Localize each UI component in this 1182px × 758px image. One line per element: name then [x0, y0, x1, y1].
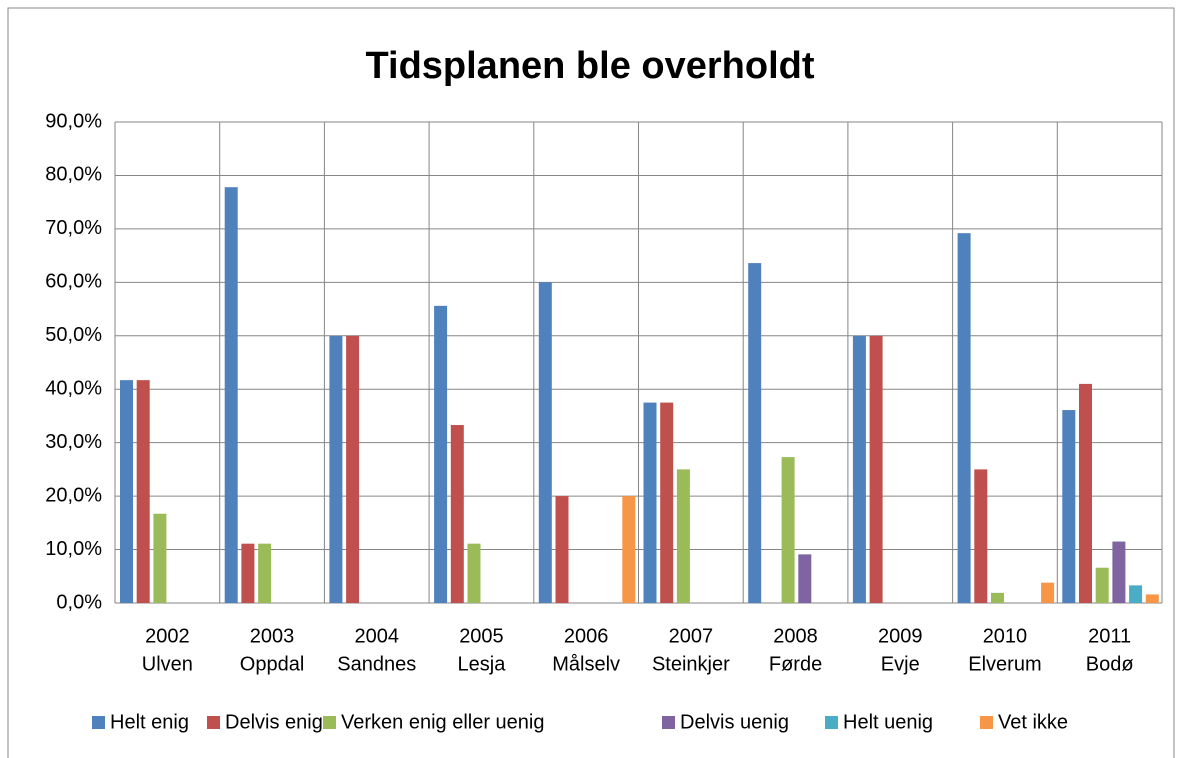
- x-tick-label: Lesja: [458, 653, 507, 675]
- x-tick-label: 2002: [145, 625, 190, 647]
- x-tick-label: 2003: [250, 625, 295, 647]
- legend-swatch: [825, 716, 838, 729]
- bar: [1062, 410, 1076, 603]
- x-tick-label: 2005: [459, 625, 504, 647]
- legend-label: Delvis enig: [225, 711, 323, 733]
- x-tick-label: 2009: [878, 625, 923, 647]
- bar: [748, 263, 762, 603]
- bar: [991, 592, 1004, 603]
- legend-swatch: [662, 716, 675, 729]
- legend-label: Verken enig eller uenig: [341, 711, 544, 733]
- bar: [450, 425, 464, 603]
- legend-swatch: [92, 716, 105, 729]
- x-tick-label: Ulven: [142, 653, 193, 675]
- bar: [346, 335, 360, 603]
- y-tick-label: 90,0%: [45, 110, 102, 132]
- bar: [136, 380, 150, 603]
- bar: [555, 496, 569, 603]
- y-tick-label: 80,0%: [45, 164, 102, 186]
- y-tick-label: 20,0%: [45, 484, 102, 506]
- legend-swatch: [323, 716, 336, 729]
- x-tick-label: 2008: [773, 625, 818, 647]
- bar: [538, 282, 552, 603]
- y-tick-label: 10,0%: [45, 538, 102, 560]
- x-tick-label: Målselv: [552, 653, 620, 675]
- bar: [1095, 567, 1109, 603]
- x-tick-label: Førde: [769, 653, 822, 675]
- bar: [224, 187, 238, 604]
- bar: [676, 469, 690, 603]
- bar: [329, 335, 343, 603]
- legend-swatch: [980, 716, 993, 729]
- y-tick-label: 70,0%: [45, 217, 102, 239]
- bar: [798, 554, 812, 603]
- bar: [643, 402, 657, 603]
- bar: [869, 335, 883, 603]
- y-tick-label: 0,0%: [56, 591, 102, 613]
- x-tick-label: 2004: [355, 625, 400, 647]
- x-tick-label: Bodø: [1086, 653, 1134, 675]
- x-tick-label: 2011: [1088, 625, 1131, 647]
- bar: [153, 513, 167, 603]
- bar: [622, 496, 636, 603]
- chart-frame: [7, 7, 1175, 758]
- x-tick-label: 2010: [983, 625, 1028, 647]
- y-tick-label: 30,0%: [45, 431, 102, 453]
- bar: [1112, 541, 1126, 603]
- bar: [1041, 582, 1055, 603]
- x-tick-label: Elverum: [968, 653, 1041, 675]
- bar: [852, 335, 866, 603]
- bar: [1129, 585, 1143, 603]
- bar: [781, 457, 795, 603]
- bar: [974, 469, 988, 603]
- legend-label: Helt uenig: [843, 711, 933, 733]
- legend-label: Vet ikke: [998, 711, 1068, 733]
- bar: [120, 380, 133, 603]
- bar: [467, 543, 481, 603]
- bar: [1145, 594, 1159, 603]
- bar: [1079, 383, 1092, 603]
- x-tick-label: Sandnes: [337, 653, 416, 675]
- bar: [241, 543, 255, 603]
- legend-label: Delvis uenig: [680, 711, 789, 733]
- chart-title: Tidsplanen ble overholdt: [365, 45, 814, 87]
- x-tick-label: 2007: [669, 625, 714, 647]
- y-tick-label: 60,0%: [45, 271, 102, 293]
- legend-swatch: [207, 716, 220, 729]
- x-tick-label: 2006: [564, 625, 609, 647]
- y-tick-label: 50,0%: [45, 324, 102, 346]
- legend-label: Helt enig: [110, 711, 189, 733]
- bar: [434, 305, 448, 603]
- x-tick-label: Steinkjer: [652, 653, 730, 675]
- bar: [957, 233, 971, 604]
- bar: [258, 543, 272, 603]
- y-tick-label: 40,0%: [45, 378, 102, 400]
- x-tick-label: Evje: [881, 653, 920, 675]
- x-tick-label: Oppdal: [240, 653, 305, 675]
- bar: [660, 402, 674, 603]
